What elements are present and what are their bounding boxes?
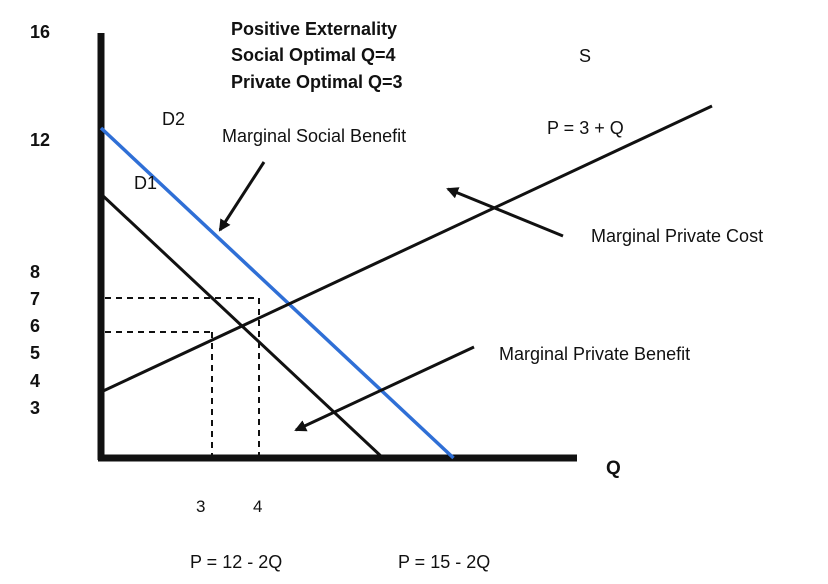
equation-d2: P = 15 - 2Q (398, 552, 490, 572)
y-tick-label-6: 6 (30, 316, 40, 336)
x-tick-label-3: 3 (196, 497, 205, 516)
equation-s: P = 3 + Q (547, 118, 624, 138)
series-label-s: S (579, 46, 591, 66)
chart-title-line-2: Social Optimal Q=4 (231, 45, 396, 65)
y-tick-label-4: 4 (30, 371, 40, 391)
equation-d1: P = 12 - 2Q (190, 552, 282, 572)
annotation-marginal-private-benefit: Marginal Private Benefit (499, 344, 690, 364)
annotation-marginal-private-cost: Marginal Private Cost (591, 226, 763, 246)
y-tick-label-7: 7 (30, 289, 40, 309)
y-tick-label-3: 3 (30, 398, 40, 418)
y-tick-label-16: 16 (30, 22, 50, 42)
arrow-marginal-social-benefit (218, 161, 266, 232)
chart-title-line-3: Private Optimal Q=3 (231, 72, 403, 92)
x-tick-label-4: 4 (253, 497, 262, 516)
y-tick-label-8: 8 (30, 262, 40, 282)
y-tick-label-12: 12 (30, 130, 50, 150)
series-label-d2: D2 (162, 109, 185, 129)
annotation-marginal-social-benefit: Marginal Social Benefit (222, 126, 406, 146)
d2-demand-line (99, 126, 455, 460)
series-label-d1: D1 (134, 173, 157, 193)
arrow-marginal-private-benefit (294, 345, 475, 432)
x-axis-label: Q (606, 458, 621, 479)
arrow-marginal-private-cost (446, 187, 564, 238)
y-tick-label-5: 5 (30, 343, 40, 363)
s-supply-line (100, 104, 713, 394)
chart-title-line-1: Positive Externality (231, 19, 397, 39)
